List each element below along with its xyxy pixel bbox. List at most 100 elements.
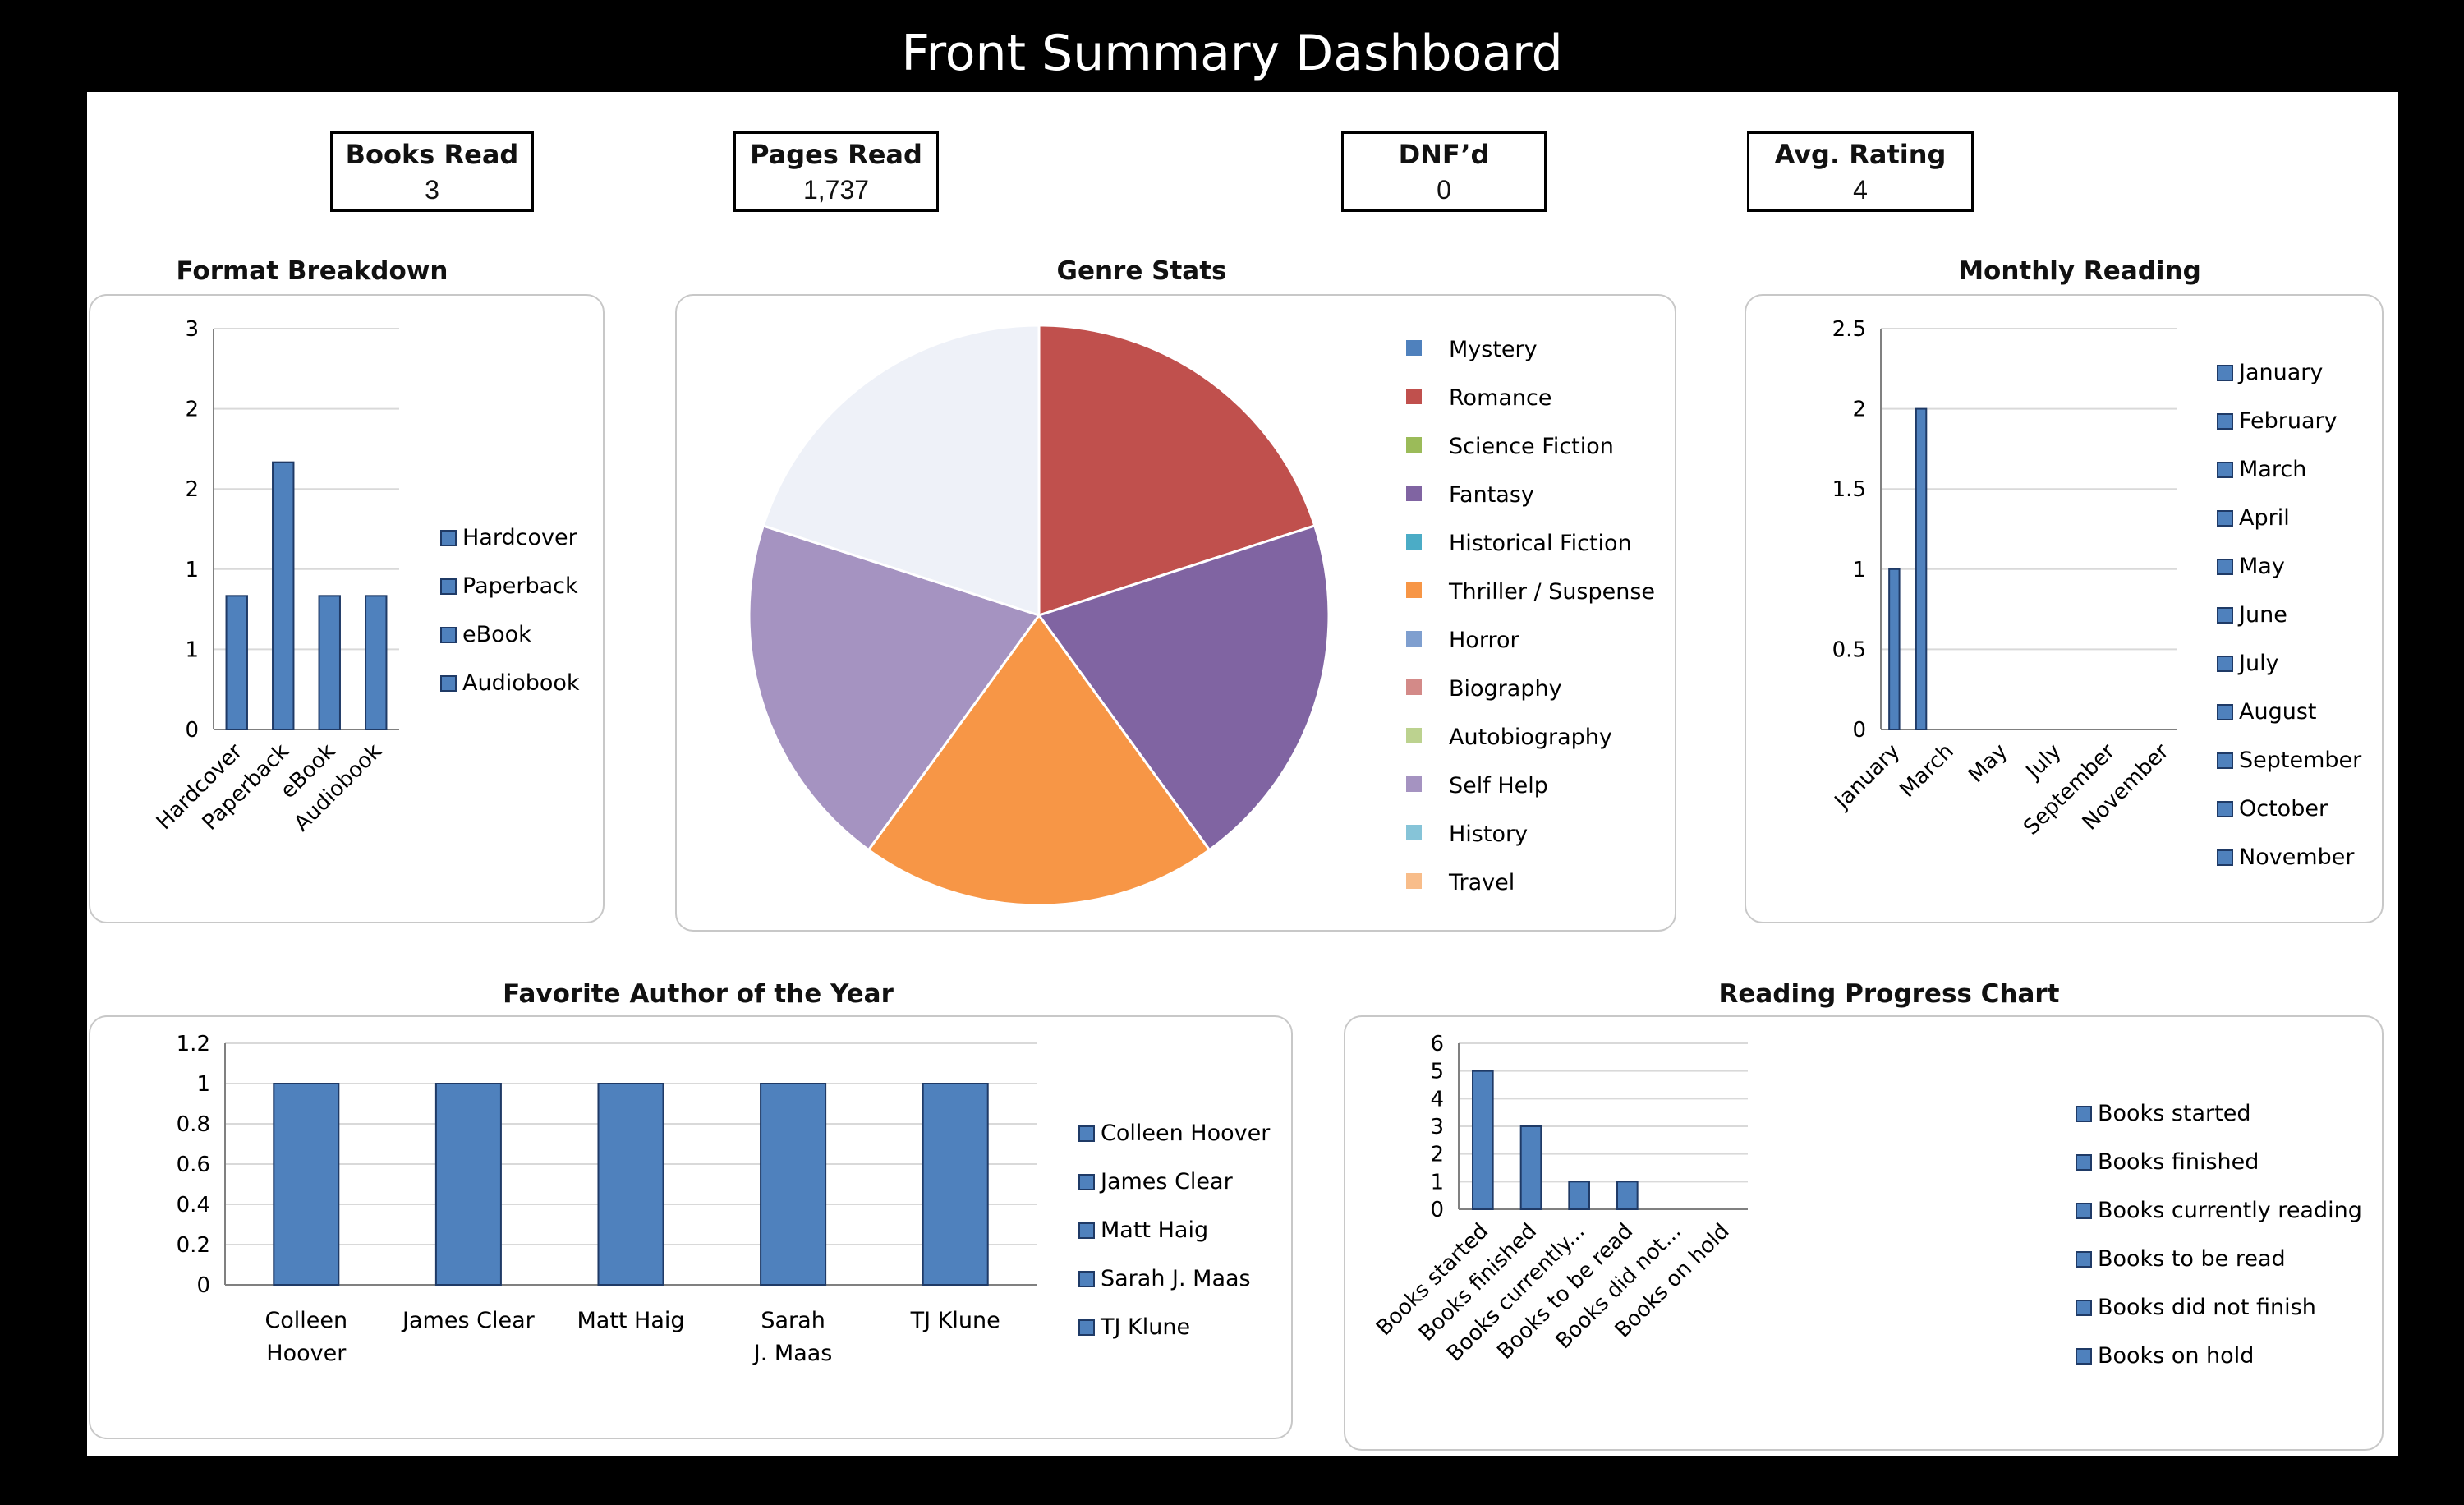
y-tick-label: 5 [1430,1060,1444,1084]
y-tick-label: 0 [1852,718,1866,743]
legend-label: Books did not finish [2098,1295,2316,1320]
legend-swatch [1078,1271,1095,1287]
y-tick-label: 1.5 [1832,477,1866,502]
legend-label: August [2239,699,2317,725]
legend-swatch [2076,1300,2092,1316]
legend-swatch [1078,1125,1095,1142]
legend-swatch [1078,1222,1095,1239]
legend-label: Science Fiction [1449,434,1614,459]
legend-swatch [1406,873,1422,889]
legend-swatch [2217,559,2233,575]
legend-label: Biography [1449,676,1562,702]
legend-swatch [440,675,457,692]
legend-label: Horror [1449,628,1519,653]
legend-swatch [1406,631,1422,647]
legend-swatch [1406,728,1422,743]
bar [922,1083,989,1286]
legend-swatch [1406,486,1422,501]
kpi-label: Avg. Rating [1774,139,1947,170]
y-tick-label: 0.6 [177,1153,210,1177]
legend-label: Travel [1448,870,1515,895]
kpi-dnf: DNF’d 0 [1341,131,1547,212]
y-tick-label: 2 [185,398,199,422]
y-tick-label: 3 [1430,1115,1444,1139]
legend-swatch [2217,656,2233,672]
x-tick-label: Colleen [264,1308,347,1333]
legend-swatch [1406,582,1422,598]
legend-label: Sarah J. Maas [1101,1266,1251,1291]
kpi-label: DNF’d [1398,139,1490,170]
legend-swatch [2217,462,2233,478]
legend-swatch [2217,752,2233,769]
legend-label: Books currently reading [2098,1198,2362,1223]
legend-swatch [1406,825,1422,840]
legend-label: October [2239,796,2328,822]
legend-swatch [1406,437,1422,453]
x-tick-label: Sarah [761,1308,825,1333]
legend-label: Matt Haig [1101,1217,1208,1243]
genre-stats-panel: Mystery Romance Science Fiction Fantasy Hist… [675,294,1676,932]
legend-label: Fantasy [1449,482,1534,508]
legend-label: Colleen Hoover [1101,1121,1271,1146]
kpi-avg-rating: Avg. Rating 4 [1747,131,1974,212]
monthly-reading-title: Monthly Reading [1958,256,2201,286]
kpi-value: 3 [425,175,439,205]
bar [1519,1125,1542,1210]
kpi-label: Books Read [345,139,519,170]
legend-swatch [1406,776,1422,792]
legend-swatch [1406,340,1422,356]
reading-progress-chart: 0 1 2 3 4 5 6 Books started Books finished Books … [1372,1032,2362,1369]
legend-label: Historical Fiction [1449,531,1632,556]
y-tick-label: 1 [185,558,199,582]
y-tick-label: 2 [1430,1143,1444,1167]
kpi-value: 1,737 [802,175,870,205]
bar [1472,1070,1494,1210]
legend-label: Books started [2098,1101,2250,1126]
genre-stats-chart: Mystery Romance Science Fiction Fantasy Hist… [747,324,1655,907]
y-tick-label: 1 [185,637,199,662]
legend-label: September [2239,748,2362,773]
legend-swatch [2076,1106,2092,1122]
kpi-label: Pages Read [750,139,922,170]
format-breakdown-panel: 0 1 1 2 2 3 Hardcover Paperback eBook Audiobook Ha… [89,294,605,923]
reading-progress-title: Reading Progress Chart [1718,979,2060,1009]
y-tick-label: 2 [1852,398,1866,422]
legend-swatch [2217,801,2233,817]
legend-label: May [2239,554,2285,579]
legend-label: Romance [1449,385,1551,411]
bar [1915,407,1928,730]
legend-label: January [2237,360,2323,385]
legend-label: March [2239,457,2306,482]
pie-slice [1037,324,1317,618]
legend-label: Autobiography [1449,725,1612,750]
bar [318,595,341,731]
legend-swatch [440,578,457,595]
x-tick-label: J. Maas [752,1341,833,1366]
legend-label: Hardcover [462,525,578,550]
pie-slice [761,324,1041,618]
x-tick-label: January [1829,739,1905,815]
reading-progress-panel: 0 1 2 3 4 5 6 Books started Books finished Books … [1344,1015,2384,1451]
legend-swatch [1406,679,1422,695]
legend-label: History [1449,822,1528,847]
legend-swatch [1406,534,1422,550]
legend-swatch [2217,510,2233,527]
y-tick-label: 0.2 [177,1233,210,1258]
legend-label: Books on hold [2098,1343,2254,1369]
bar [365,595,388,731]
favorite-author-panel: 0 0.2 0.4 0.6 0.8 1 1.2 Colleen Hoover James Clea… [89,1015,1293,1439]
y-tick-label: 0 [196,1273,210,1298]
legend-label: July [2237,651,2279,676]
legend-swatch [440,627,457,643]
y-tick-label: 4 [1430,1087,1444,1111]
legend-swatch [2076,1251,2092,1268]
bar [273,1083,340,1286]
x-tick-label: May [1964,739,2012,788]
y-tick-label: 0 [185,718,199,743]
y-tick-label: 1 [196,1072,210,1097]
y-tick-label: 0.5 [1832,637,1866,662]
legend-label: February [2239,408,2338,434]
legend-swatch [2217,849,2233,866]
y-tick-label: 1 [1852,558,1866,582]
x-tick-label: Hoover [266,1341,347,1366]
